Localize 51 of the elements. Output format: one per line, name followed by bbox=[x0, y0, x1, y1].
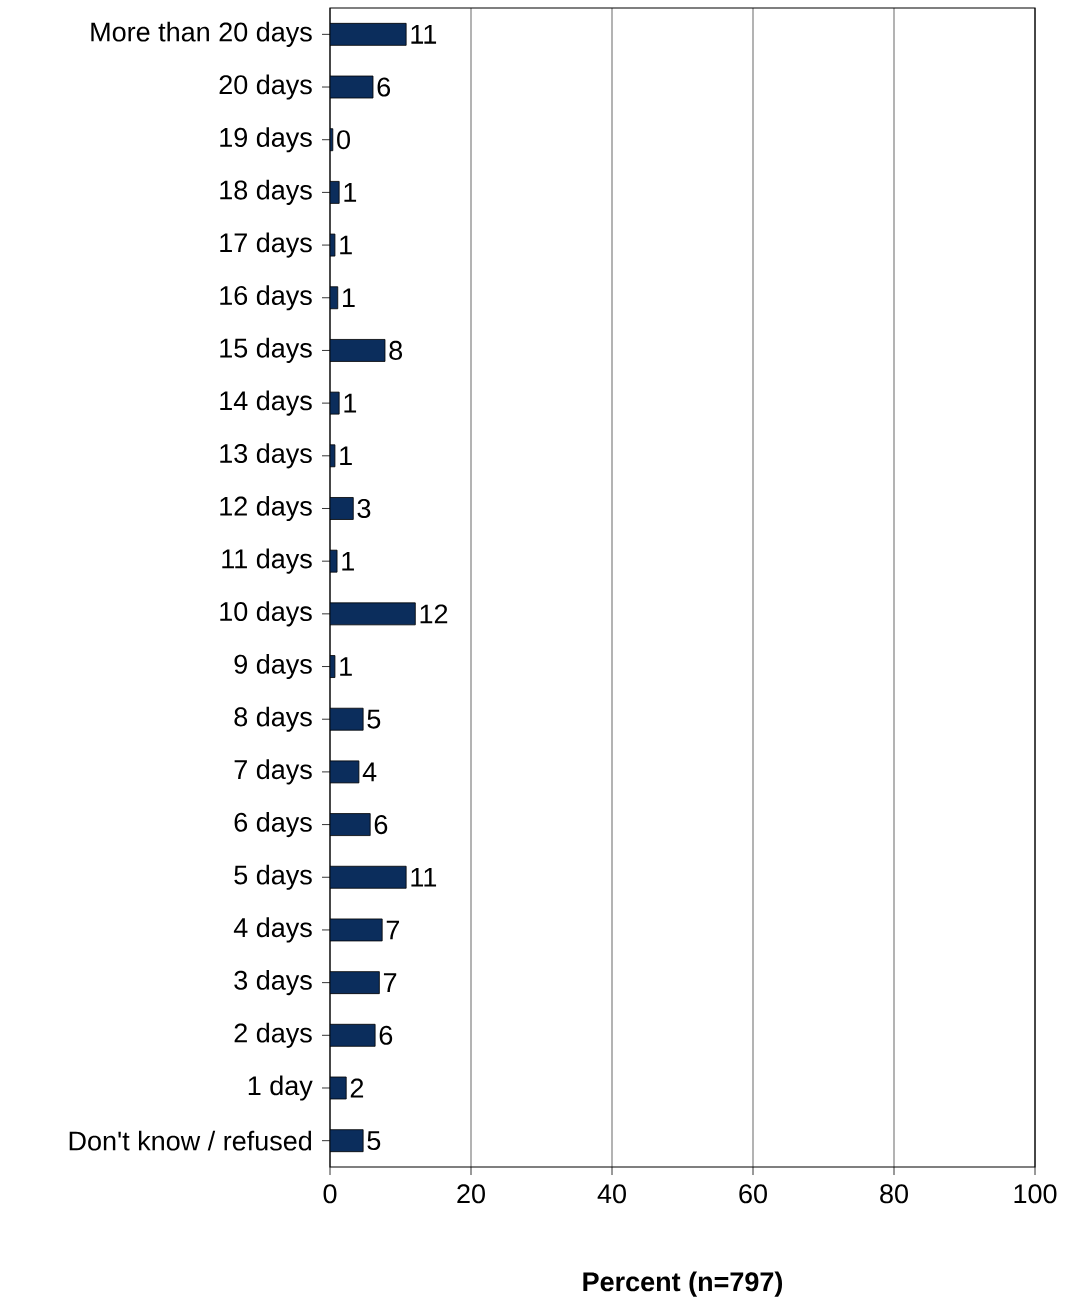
data-label: 11 bbox=[411, 867, 437, 887]
data-label: 12 bbox=[420, 604, 448, 624]
y-tick-label: 7 days bbox=[234, 759, 312, 785]
x-tick-label: 80 bbox=[880, 1184, 908, 1204]
y-tick-label: 13 days bbox=[220, 443, 312, 469]
x-tick-label: 0 bbox=[323, 1184, 337, 1204]
y-tick-label: 6 days bbox=[234, 812, 312, 838]
y-tick-label: 4 days bbox=[233, 917, 312, 943]
y-tick-label: 9 days bbox=[234, 653, 312, 680]
y-tick-label: 3 days bbox=[234, 970, 312, 996]
data-label: 1 bbox=[344, 183, 357, 202]
data-label: 5 bbox=[367, 1131, 381, 1151]
y-tick-label: More than 20 days bbox=[91, 21, 312, 47]
y-tick-label: 17 days bbox=[220, 232, 312, 258]
y-tick-label: 19 days bbox=[220, 127, 312, 153]
data-label: 1 bbox=[340, 657, 352, 676]
x-tick-label: 20 bbox=[457, 1184, 485, 1204]
y-tick-label: Don't know / refused bbox=[69, 1130, 312, 1151]
data-label: 6 bbox=[379, 1025, 393, 1045]
data-label: 7 bbox=[383, 973, 397, 992]
data-label: 1 bbox=[340, 235, 352, 255]
data-label: 4 bbox=[362, 762, 377, 782]
data-label: 6 bbox=[377, 77, 391, 97]
y-tick-label: 12 days bbox=[220, 495, 312, 522]
y-tick-label: 2 days bbox=[234, 1022, 312, 1048]
y-tick-label: 20 days bbox=[219, 74, 312, 100]
x-tick-label: 40 bbox=[597, 1184, 626, 1204]
y-tick-label: 18 days bbox=[220, 179, 312, 205]
data-label: 0 bbox=[337, 130, 350, 150]
data-label: 11 bbox=[411, 25, 437, 44]
y-tick-label: 15 days bbox=[220, 337, 312, 364]
data-label: 5 bbox=[367, 709, 381, 729]
y-tick-label: 1 day bbox=[248, 1075, 313, 1101]
x-axis-title: Percent (n=797) bbox=[583, 1271, 783, 1297]
data-label: 6 bbox=[374, 815, 388, 835]
y-tick-label: 11 days bbox=[222, 548, 312, 574]
y-tick-label: 16 days bbox=[220, 285, 312, 311]
x-tick-label: 60 bbox=[739, 1184, 767, 1204]
y-tick-label: 5 days bbox=[234, 864, 312, 890]
data-label: 1 bbox=[344, 393, 357, 413]
x-tick-label: 100 bbox=[1014, 1184, 1057, 1204]
data-label: 8 bbox=[389, 340, 403, 360]
data-label: 2 bbox=[350, 1078, 364, 1098]
y-tick-label: 14 days bbox=[220, 390, 312, 416]
data-label: 3 bbox=[357, 498, 371, 519]
data-label: 1 bbox=[340, 446, 352, 466]
y-tick-label: 10 days bbox=[220, 601, 312, 627]
data-label: 7 bbox=[386, 920, 400, 940]
y-tick-label: 8 days bbox=[234, 706, 312, 732]
data-label: 1 bbox=[342, 551, 354, 571]
data-label: 1 bbox=[343, 288, 355, 308]
